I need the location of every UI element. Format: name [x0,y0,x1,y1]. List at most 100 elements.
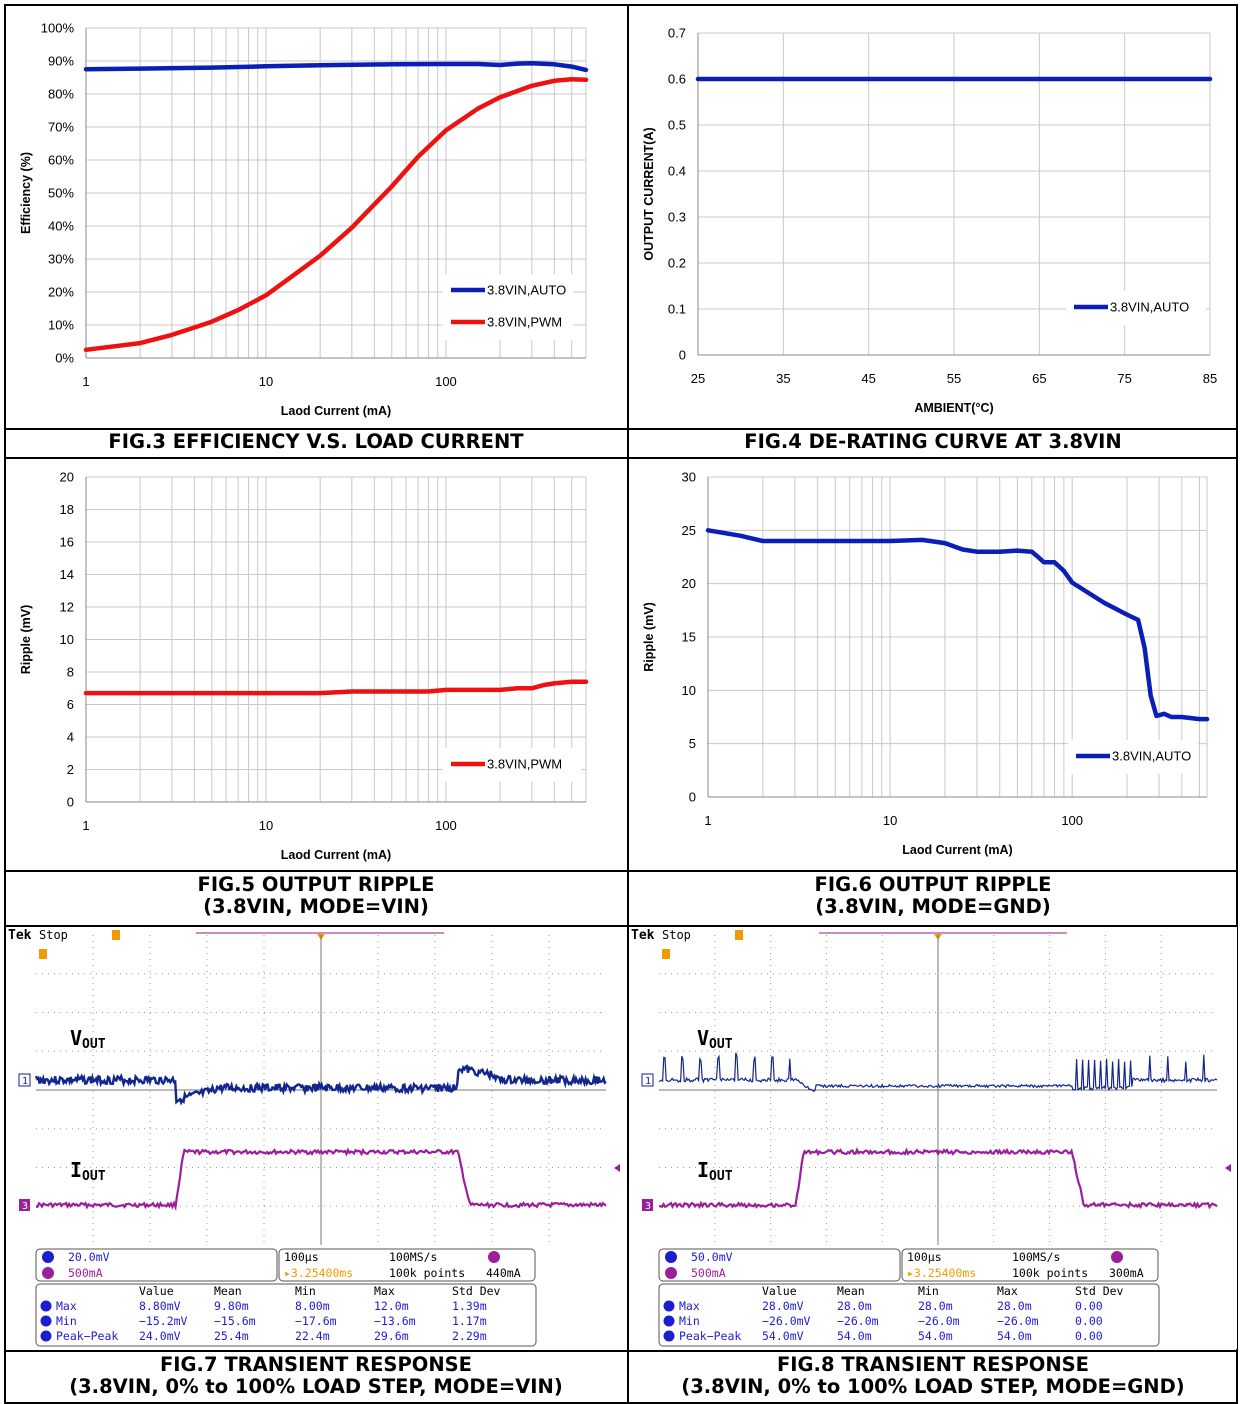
graticule-dot [132,1050,133,1052]
graticule-dot [1073,1012,1074,1013]
graticule-dot [210,1205,211,1207]
graticule-dot [377,1043,379,1044]
y-tick-label: 10 [60,632,74,647]
graticule-dot [92,995,94,996]
graticule-dot [1157,973,1158,975]
graticule-dot [408,1167,409,1168]
y-tick-label: 0.4 [668,164,686,179]
graticule-dot [576,1128,577,1130]
graticule-dot [222,1012,223,1013]
graticule-dot [677,973,678,975]
graticule-dot [206,1085,208,1086]
graticule-dot [498,973,499,975]
graticule-dot [149,941,151,942]
graticule-dot [869,1167,870,1168]
graticule-dot [833,1050,834,1052]
graticule-dot [263,1151,265,1152]
graticule-dot [1169,973,1170,975]
graticule-dot [491,1025,493,1026]
graticule-dot [491,1181,493,1182]
graticule-dot [263,1217,265,1218]
graticule-dot [270,1167,271,1168]
graticule-dot [450,973,451,975]
graticule-dot [929,1167,930,1168]
graticule-dot [377,1133,379,1134]
graticule-dot [671,1012,672,1013]
graticule-dot [989,1050,990,1052]
graticule-dot [162,1012,163,1013]
graticule-dot [959,973,960,975]
graticule-dot [863,1167,864,1168]
graticule-dot [1104,959,1106,960]
graticule-dot [92,1097,94,1098]
graticule-dot [491,1229,493,1230]
measurement-name: Max [56,1299,77,1313]
graticule-dot [263,947,265,948]
graticule-dot [881,1145,883,1146]
graticule-dot [90,973,91,975]
graticule-dot [540,973,541,975]
graticule-dot [953,1012,954,1013]
graticule-dot [881,1169,883,1170]
graticule-dot [881,1157,883,1158]
graticule-dot [993,1121,995,1122]
graticule-dot [714,1001,716,1002]
graticule-dot [993,1037,995,1038]
graticule-dot [92,941,94,942]
graticule-dot [770,983,772,984]
vout-trace [34,1064,607,1106]
graticule-dot [206,1157,208,1158]
graticule-dot [845,973,846,975]
graticule-dot [1049,1163,1051,1164]
graticule-dot [770,1031,772,1032]
graticule-dot [1160,1031,1162,1032]
graticule-dot [1049,1121,1051,1122]
graticule-dot [1001,1012,1002,1013]
graticule-dot [263,1175,265,1176]
y-tick-label: 20 [682,576,696,591]
graticule-dot [114,1012,115,1013]
graticule-dot [977,973,978,975]
graticule-dot [827,1128,828,1130]
row-divider-3 [4,870,1238,872]
graticule-dot [923,1050,924,1052]
graticule-dot [258,973,259,975]
graticule-dot [1127,1167,1128,1168]
graticule-dot [815,973,816,975]
graticule-dot [480,973,481,975]
legend-label: 3.8VIN,AUTO [1110,300,1189,315]
graticule-dot [206,1019,208,1020]
graticule-dot [1049,973,1050,975]
graticule-dot [993,989,995,990]
graticule-dot [378,1012,379,1013]
graticule-dot [1121,1128,1122,1130]
graticule-dot [144,1012,145,1013]
graticule-dot [491,1145,493,1146]
graticule-dot [120,1128,121,1130]
graticule-dot [402,1128,403,1130]
graticule-dot [1049,1091,1051,1092]
graticule-dot [144,973,145,975]
graticule-dot [665,1128,666,1130]
measurement-value: 1.39m [452,1299,487,1313]
graticule-dot [198,1205,199,1207]
graticule-dot [377,1013,379,1014]
graticule-dot [1104,1061,1106,1062]
graticule-dot [743,1167,744,1168]
graticule-dot [149,1031,151,1032]
graticule-dot [959,1050,960,1052]
graticule-dot [1067,973,1068,975]
graticule-dot [491,1217,493,1218]
graticule-dot [149,953,151,954]
graticule-dot [468,1167,469,1168]
graticule-dot [206,1097,208,1098]
graticule-dot [396,1128,397,1130]
graticule-dot [149,1061,151,1062]
graticule-dot [993,1235,995,1236]
graticule-dot [1133,973,1134,975]
graticule-dot [881,1025,883,1026]
trigger-source-badge [488,1251,500,1263]
graticule-dot [731,1012,732,1013]
y-tick-label: 30% [48,252,74,267]
graticule-dot [206,1217,208,1218]
